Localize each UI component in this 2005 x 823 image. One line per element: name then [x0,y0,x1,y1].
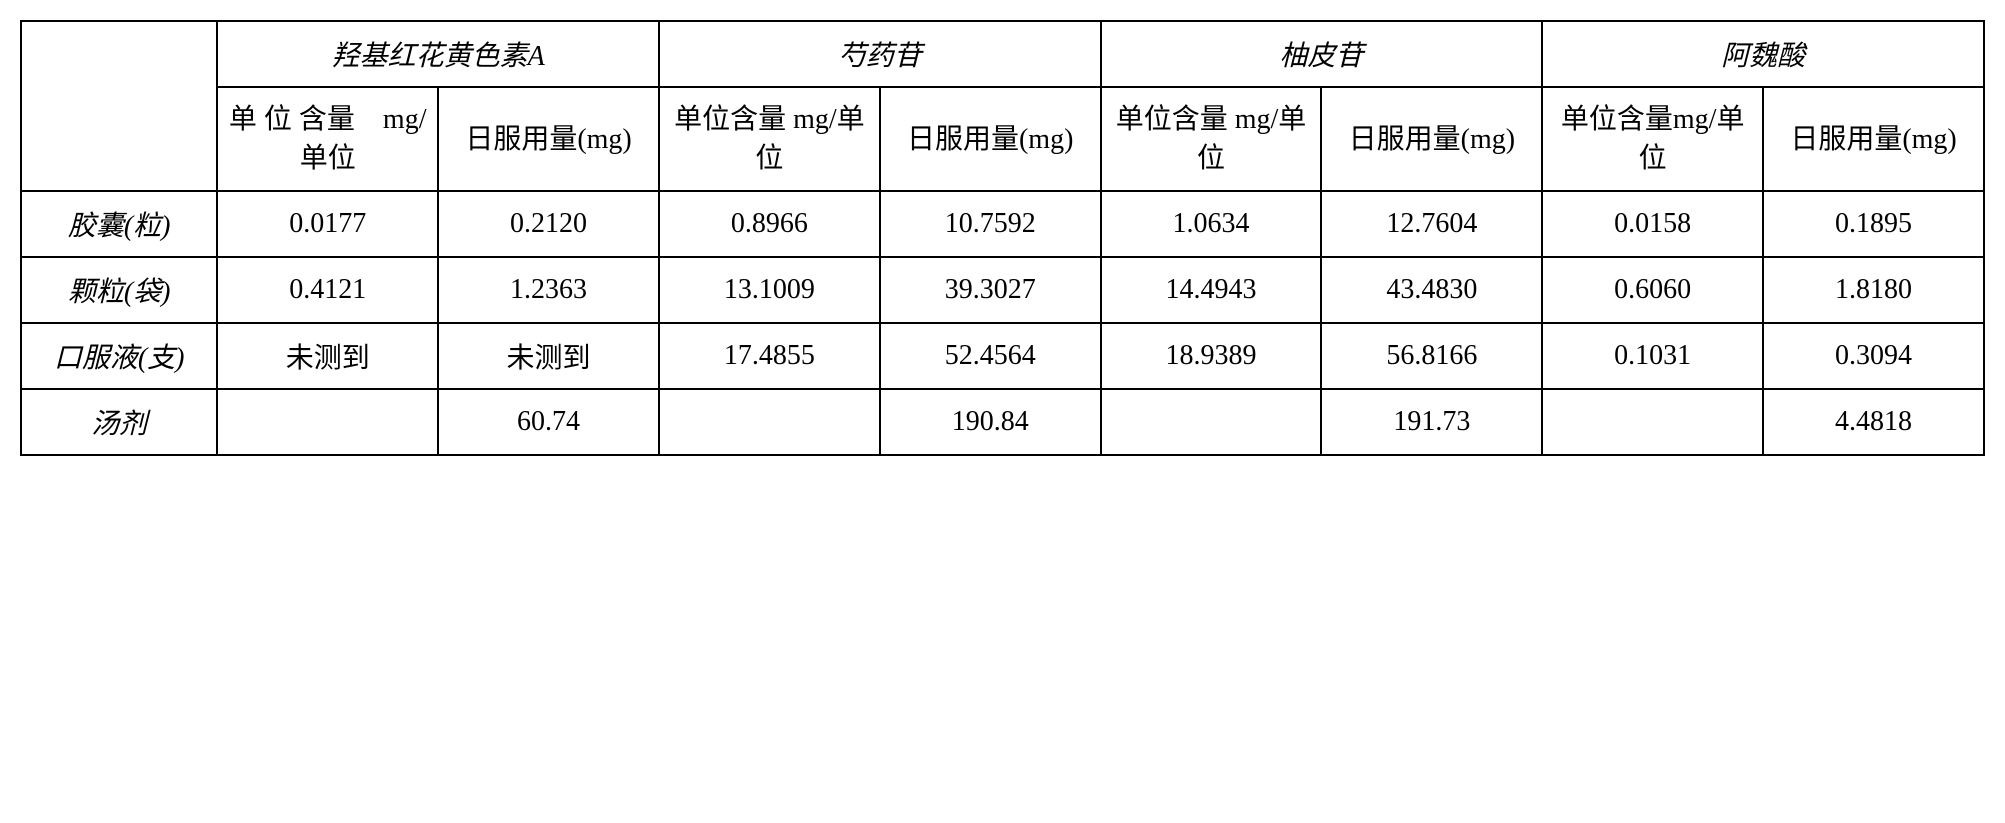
row-header-1: 颗粒(袋) [21,257,217,323]
cell: 0.1895 [1763,191,1984,257]
col-group-1: 芍药苷 [659,21,1101,87]
cell: 0.6060 [1542,257,1763,323]
row-header-2: 口服液(支) [21,323,217,389]
sub-header-3-daily: 日服用量(mg) [1763,87,1984,191]
data-table: 羟基红花黄色素A 芍药苷 柚皮苷 阿魏酸 单 位 含量 mg/单位 日服用量(m… [20,20,1985,456]
corner-cell [21,21,217,191]
cell: 190.84 [880,389,1101,455]
cell: 56.8166 [1321,323,1542,389]
cell: 14.4943 [1101,257,1322,323]
col-group-2: 柚皮苷 [1101,21,1543,87]
cell: 未测到 [217,323,438,389]
col-group-3: 阿魏酸 [1542,21,1984,87]
header-row-1: 羟基红花黄色素A 芍药苷 柚皮苷 阿魏酸 [21,21,1984,87]
cell: 52.4564 [880,323,1101,389]
table-body: 胶囊(粒) 0.0177 0.2120 0.8966 10.7592 1.063… [21,191,1984,455]
cell: 1.2363 [438,257,659,323]
sub-header-3-unit: 单位含量mg/单位 [1542,87,1763,191]
row-header-3: 汤剂 [21,389,217,455]
cell: 39.3027 [880,257,1101,323]
table-row: 口服液(支) 未测到 未测到 17.4855 52.4564 18.9389 5… [21,323,1984,389]
row-header-0: 胶囊(粒) [21,191,217,257]
cell: 4.4818 [1763,389,1984,455]
sub-header-1-unit: 单位含量 mg/单位 [659,87,880,191]
cell [659,389,880,455]
cell: 43.4830 [1321,257,1542,323]
sub-header-1-daily: 日服用量(mg) [880,87,1101,191]
sub-header-2-unit: 单位含量 mg/单位 [1101,87,1322,191]
cell: 191.73 [1321,389,1542,455]
cell: 0.2120 [438,191,659,257]
col-group-0: 羟基红花黄色素A [217,21,659,87]
cell: 13.1009 [659,257,880,323]
cell: 10.7592 [880,191,1101,257]
cell: 1.0634 [1101,191,1322,257]
header-row-2: 单 位 含量 mg/单位 日服用量(mg) 单位含量 mg/单位 日服用量(mg… [21,87,1984,191]
table-row: 汤剂 60.74 190.84 191.73 4.4818 [21,389,1984,455]
table-row: 胶囊(粒) 0.0177 0.2120 0.8966 10.7592 1.063… [21,191,1984,257]
cell: 1.8180 [1763,257,1984,323]
table-row: 颗粒(袋) 0.4121 1.2363 13.1009 39.3027 14.4… [21,257,1984,323]
cell: 0.1031 [1542,323,1763,389]
cell [1542,389,1763,455]
cell: 12.7604 [1321,191,1542,257]
cell [1101,389,1322,455]
cell: 0.3094 [1763,323,1984,389]
cell: 0.8966 [659,191,880,257]
cell: 17.4855 [659,323,880,389]
cell: 0.0158 [1542,191,1763,257]
sub-header-2-daily: 日服用量(mg) [1321,87,1542,191]
sub-header-0-unit: 单 位 含量 mg/单位 [217,87,438,191]
cell: 18.9389 [1101,323,1322,389]
cell [217,389,438,455]
cell: 0.4121 [217,257,438,323]
cell: 0.0177 [217,191,438,257]
cell: 未测到 [438,323,659,389]
sub-header-0-daily: 日服用量(mg) [438,87,659,191]
cell: 60.74 [438,389,659,455]
